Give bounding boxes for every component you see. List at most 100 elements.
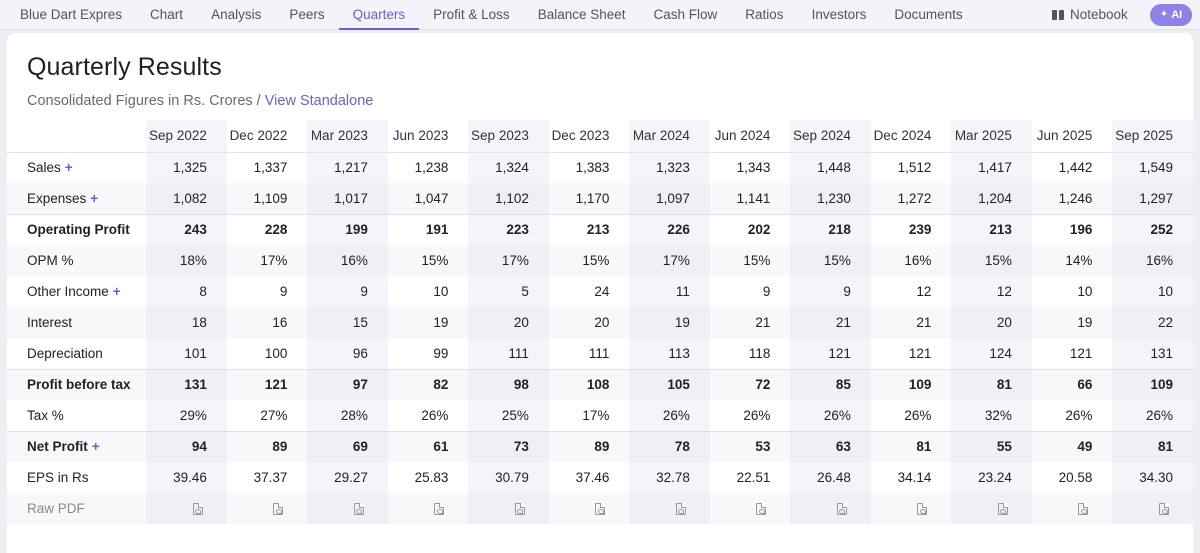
value-cell: 109 bbox=[870, 368, 952, 400]
row-label: EPS in Rs bbox=[27, 470, 89, 485]
row-label-cell[interactable]: Expenses + bbox=[7, 183, 147, 214]
tab-ratios[interactable]: Ratios bbox=[745, 7, 784, 22]
value-cell: 100 bbox=[264, 345, 288, 361]
row-label-cell: Profit before tax bbox=[7, 368, 147, 400]
column-header: Dec 2022 bbox=[229, 128, 288, 144]
pdf-file-icon[interactable] bbox=[273, 503, 284, 516]
expand-plus-icon[interactable]: + bbox=[91, 439, 100, 455]
tab-investors[interactable]: Investors bbox=[811, 7, 867, 22]
row-label-cell: Interest bbox=[7, 307, 147, 338]
tab-chart[interactable]: Chart bbox=[150, 7, 184, 22]
tab-blue-dart-expres[interactable]: Blue Dart Expres bbox=[20, 7, 123, 22]
value-cell: 1,383 bbox=[575, 160, 610, 176]
expand-plus-icon[interactable]: + bbox=[64, 160, 73, 176]
section-tabs: Blue Dart Expres Chart Analysis Peers Quarte… bbox=[6, 0, 977, 30]
table-row: Depreciation 101 100 96 99 111 111 113 118 121 121… bbox=[7, 338, 1193, 369]
value-cell: 202 bbox=[709, 213, 791, 245]
pdf-file-icon[interactable] bbox=[595, 503, 606, 516]
value-cell: 1,230 bbox=[790, 183, 871, 214]
value-cell: 1,109 bbox=[226, 183, 308, 214]
value-cell: 223 bbox=[468, 213, 549, 245]
value-cell: 15% bbox=[548, 245, 630, 276]
raw-pdf-cell bbox=[1112, 493, 1193, 524]
value-cell: 16% bbox=[1112, 245, 1193, 276]
value-cell: 131 bbox=[1112, 338, 1193, 369]
value-cell: 32.78 bbox=[629, 462, 710, 493]
value-cell: 1,204 bbox=[951, 183, 1032, 214]
value-cell: 81 bbox=[951, 368, 1032, 400]
value-cell: 9 bbox=[307, 276, 388, 307]
column-header: Mar 2024 bbox=[629, 120, 710, 152]
value-cell: 16% bbox=[307, 245, 388, 276]
value-cell: 10 bbox=[1112, 276, 1193, 307]
pdf-file-icon[interactable] bbox=[836, 503, 847, 516]
pdf-file-icon[interactable] bbox=[917, 503, 928, 516]
value-cell: 15% bbox=[387, 245, 469, 276]
pdf-file-icon[interactable] bbox=[192, 503, 203, 516]
row-label: Net Profit bbox=[27, 439, 88, 455]
row-label-cell[interactable]: Net Profit + bbox=[7, 430, 147, 462]
value-cell: 11 bbox=[629, 276, 710, 307]
value-cell: 61 bbox=[387, 430, 469, 462]
tab-peers[interactable]: Peers bbox=[289, 7, 325, 22]
table-row: Operating Profit 243 228 199 191 223 213 226 202… bbox=[7, 213, 1193, 245]
pdf-file-icon[interactable] bbox=[756, 503, 767, 516]
value-cell: 19 bbox=[629, 307, 710, 338]
value-cell: 9 bbox=[762, 284, 771, 299]
tab-balance-sheet[interactable]: Balance Sheet bbox=[537, 7, 626, 22]
column-header: Dec 2024 bbox=[873, 128, 932, 144]
value-cell: 16% bbox=[870, 245, 952, 276]
value-cell: 16 bbox=[226, 307, 308, 338]
row-label: OPM % bbox=[27, 253, 74, 268]
row-label-cell[interactable]: Other Income + bbox=[7, 276, 146, 307]
value-cell: 191 bbox=[387, 213, 469, 245]
tab-profit-loss[interactable]: Profit & Loss bbox=[433, 7, 510, 22]
value-cell: 121 bbox=[1069, 345, 1093, 361]
value-cell: 66 bbox=[1031, 368, 1113, 400]
value-cell: 1,549 bbox=[1112, 152, 1193, 183]
value-cell: 20.58 bbox=[1058, 470, 1093, 485]
tab-analysis[interactable]: Analysis bbox=[211, 7, 262, 22]
row-label: Sales bbox=[27, 160, 61, 176]
tab-documents[interactable]: Documents bbox=[894, 7, 963, 22]
raw-pdf-cell bbox=[951, 493, 1032, 524]
value-cell: 1,343 bbox=[736, 160, 771, 176]
value-cell: 17% bbox=[629, 245, 710, 276]
value-cell: 96 bbox=[307, 338, 388, 369]
value-cell: 228 bbox=[226, 213, 308, 245]
pdf-file-icon[interactable] bbox=[353, 503, 364, 516]
pdf-file-icon[interactable] bbox=[997, 503, 1008, 516]
value-cell: 39.46 bbox=[146, 462, 227, 493]
expand-plus-icon[interactable]: + bbox=[90, 190, 99, 206]
value-cell: 37.37 bbox=[253, 470, 288, 485]
pdf-file-icon[interactable] bbox=[514, 503, 525, 516]
value-cell: 124 bbox=[951, 338, 1032, 369]
value-cell: 26% bbox=[629, 400, 710, 431]
pdf-file-icon[interactable] bbox=[1078, 503, 1089, 516]
value-cell: 111 bbox=[468, 338, 549, 369]
raw-pdf-cell bbox=[468, 493, 549, 524]
value-cell: 1,324 bbox=[468, 152, 549, 183]
expand-plus-icon[interactable]: + bbox=[112, 284, 121, 299]
value-cell: 27% bbox=[260, 407, 288, 423]
raw-pdf-cell bbox=[548, 493, 630, 524]
view-standalone-link[interactable]: View Standalone bbox=[264, 93, 374, 109]
raw-pdf-cell bbox=[709, 493, 791, 524]
tab-cash-flow[interactable]: Cash Flow bbox=[653, 7, 718, 22]
tab-quarters[interactable]: Quarters bbox=[338, 0, 420, 30]
raw-pdf-row: Raw PDF bbox=[7, 493, 1193, 524]
value-cell: 10 bbox=[433, 284, 449, 299]
value-cell: 15 bbox=[307, 307, 388, 338]
subtitle-text: Consolidated Figures in Rs. Crores / bbox=[27, 93, 265, 109]
pdf-file-icon[interactable] bbox=[675, 503, 686, 516]
value-cell: 21 bbox=[790, 307, 871, 338]
pdf-file-icon[interactable] bbox=[434, 503, 445, 516]
value-cell: 118 bbox=[748, 345, 771, 361]
row-label-cell[interactable]: Sales + bbox=[7, 152, 146, 183]
raw-pdf-cell bbox=[629, 493, 710, 524]
notebook-button[interactable]: Notebook bbox=[1052, 0, 1128, 30]
pdf-file-icon[interactable] bbox=[1159, 503, 1169, 516]
value-cell: 98 bbox=[468, 368, 549, 400]
value-cell: 239 bbox=[870, 213, 952, 245]
ai-button[interactable]: ✦ AI bbox=[1150, 4, 1192, 26]
